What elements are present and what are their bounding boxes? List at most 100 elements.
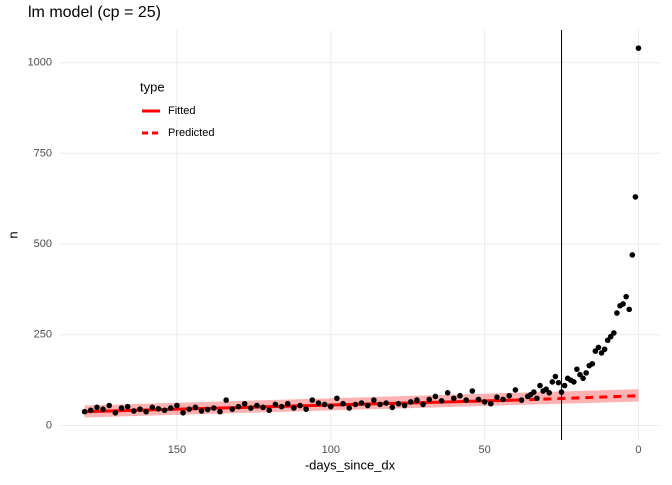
data-point [444,390,451,396]
data-point [500,396,506,403]
x-axis-label: -days_since_dx [305,457,396,472]
data-point [254,402,260,409]
y-tick-label: 0 [46,419,52,431]
y-tick-label: 1000 [28,57,52,69]
data-point [451,395,457,402]
data-point [487,400,494,407]
data-point [469,388,476,394]
x-tick-label: 150 [168,444,186,456]
data-point [414,397,420,403]
data-point [229,406,236,412]
data-point [626,306,633,313]
data-point [481,399,488,405]
data-point [217,408,223,415]
data-point [432,393,439,400]
y-tick-label: 500 [34,238,52,250]
data-point [506,392,513,399]
data-point [358,400,365,406]
data-point [475,396,482,403]
x-tick-label: 100 [322,444,340,456]
data-point [389,404,396,411]
data-point [235,403,242,410]
data-point [512,387,519,393]
data-point [620,301,626,307]
data-point [352,401,359,408]
data-point [364,402,371,409]
data-point [595,344,602,351]
data-point [291,405,297,411]
data-point [315,400,322,406]
data-point [247,405,254,411]
data-point [260,404,266,411]
data-point [180,409,186,416]
data-point [549,379,556,385]
data-point [266,407,273,414]
data-point [438,398,445,404]
data-point [309,397,316,403]
data-point [611,330,617,336]
data-point [340,400,346,407]
data-point [614,310,620,316]
data-point [494,394,500,400]
chart-title: lm model (cp = 25) [28,4,161,21]
data-point [395,400,402,407]
data-point [518,397,525,403]
data-point [571,379,577,385]
data-point [377,401,383,408]
data-point [546,390,553,396]
data-point [124,403,131,410]
legend-label: Fitted [168,105,196,117]
data-point [297,402,303,409]
y-tick-label: 750 [34,147,52,159]
data-point [204,406,211,413]
data-point [463,397,469,403]
data-point [321,401,328,408]
data-point [100,406,106,412]
data-point [143,408,149,415]
data-point [81,408,88,415]
data-point [192,404,199,411]
data-point [583,370,589,376]
data-point [589,361,596,367]
data-point [601,346,608,353]
data-point [118,405,125,411]
data-point [131,408,137,414]
data-point [623,293,629,300]
data-point [334,395,340,402]
data-point [531,389,537,395]
data-point [149,404,156,411]
data-point [327,403,334,410]
data-point [401,402,408,409]
data-point [106,402,113,409]
data-point [303,406,309,412]
data-point [632,194,639,200]
data-point [558,389,565,395]
data-point [457,392,463,399]
data-point [537,382,543,389]
data-point [580,375,586,382]
data-point [371,397,377,403]
data-point [278,403,285,410]
x-tick-label: 0 [635,444,641,456]
data-point [186,406,193,412]
data-point [94,404,100,411]
data-point [137,406,143,412]
data-point [272,401,279,408]
data-point [346,405,353,411]
data-point [555,379,562,386]
data-point [87,407,94,414]
data-point [534,395,540,402]
data-point [383,400,389,406]
data-point [426,396,433,403]
legend-title: type [140,79,165,94]
data-point [574,366,580,373]
data-point [407,399,414,405]
data-point [552,373,559,380]
data-point [241,400,248,407]
data-point [629,252,636,258]
data-point [161,407,168,414]
data-point [223,397,229,403]
data-point [167,405,174,411]
data-point [198,408,205,414]
